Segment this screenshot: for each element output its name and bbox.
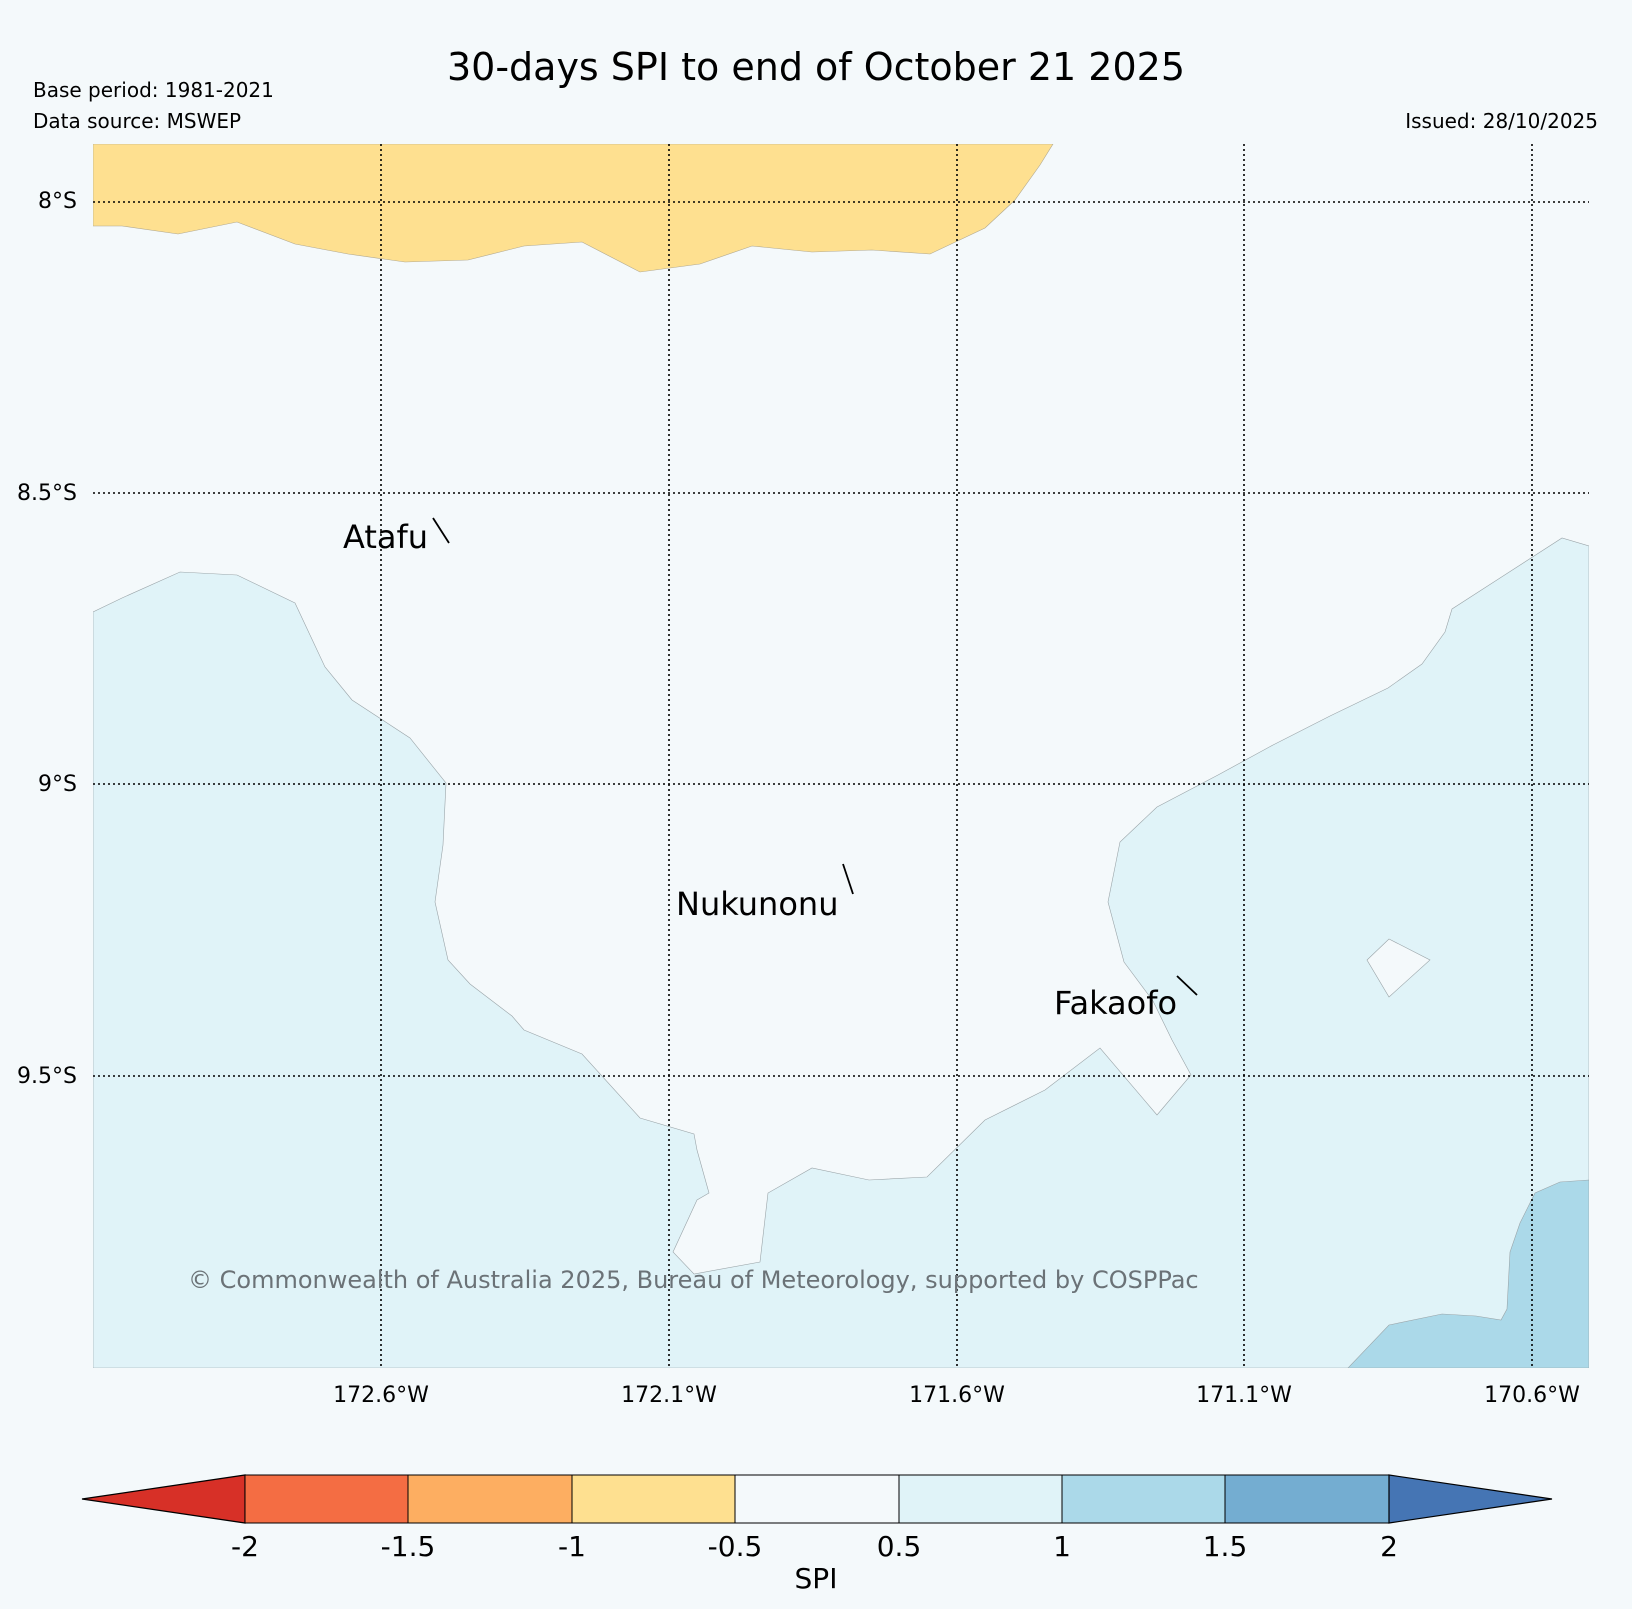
- copyright-notice: © Commonwealth of Australia 2025, Bureau…: [188, 1266, 1199, 1294]
- spi-region-neutral-patch: [1366, 938, 1431, 998]
- place-label-atafu: Atafu: [343, 518, 428, 556]
- colorbar-tick: 0.5: [877, 1530, 922, 1563]
- colorbar-segment: [571, 1474, 736, 1524]
- lon-label: 172.1°W: [621, 1383, 717, 1408]
- colorbar: -2 -1.5 -1 -0.5 0.5 1 1.5 2 SPI: [81, 1474, 1553, 1595]
- spi-region-wetter: [1347, 1179, 1589, 1368]
- colorbar-segment: [1061, 1474, 1226, 1524]
- place-label-fakaofo: Fakaofo: [1054, 984, 1177, 1022]
- colorbar-tick: -2: [231, 1530, 259, 1563]
- spi-region-wet: [93, 537, 1589, 1368]
- colorbar-extend-high: [1388, 1474, 1553, 1524]
- lon-label: 171.1°W: [1196, 1383, 1292, 1408]
- colorbar-tick: -1: [558, 1530, 586, 1563]
- colorbar-tick: 1.5: [1203, 1530, 1248, 1563]
- data-source: Data source: MSWEP: [33, 109, 241, 133]
- colorbar-segment: [734, 1474, 900, 1524]
- colorbar-tick: -0.5: [708, 1530, 763, 1563]
- colorbar-segment: [898, 1474, 1063, 1524]
- colorbar-segment: [407, 1474, 573, 1524]
- lon-label: 172.6°W: [333, 1383, 429, 1408]
- base-period: Base period: 1981-2021: [33, 78, 274, 102]
- colorbar-segment: [1224, 1474, 1390, 1524]
- nukunonu-atoll: [842, 863, 854, 895]
- map-panel: 8°S 8.5°S 9°S 9.5°S 172.6°W 172.1°W 171.…: [17, 144, 1589, 1408]
- lat-label: 9.5°S: [17, 1064, 77, 1089]
- atafu-atoll: [432, 517, 450, 544]
- colorbar-segment: [244, 1474, 409, 1524]
- lat-label: 8°S: [38, 189, 77, 214]
- figure-title: 30-days SPI to end of October 21 2025: [447, 45, 1185, 89]
- colorbar-tick: 2: [1380, 1530, 1398, 1563]
- lon-label: 171.6°W: [909, 1383, 1005, 1408]
- graticule: [93, 144, 1589, 1368]
- colorbar-title: SPI: [795, 1562, 838, 1595]
- lat-label: 9°S: [38, 772, 77, 797]
- colorbar-tick: 1: [1053, 1530, 1071, 1563]
- place-label-nukunonu: Nukunonu: [676, 885, 838, 923]
- lon-label: 170.6°W: [1484, 1383, 1580, 1408]
- spi-region-dry: [93, 144, 1054, 273]
- fakaofo-atoll: [1176, 975, 1198, 996]
- colorbar-tick: -1.5: [381, 1530, 436, 1563]
- issued-date: Issued: 28/10/2025: [1405, 109, 1598, 133]
- colorbar-extend-low: [81, 1474, 246, 1524]
- lat-label: 8.5°S: [17, 481, 77, 506]
